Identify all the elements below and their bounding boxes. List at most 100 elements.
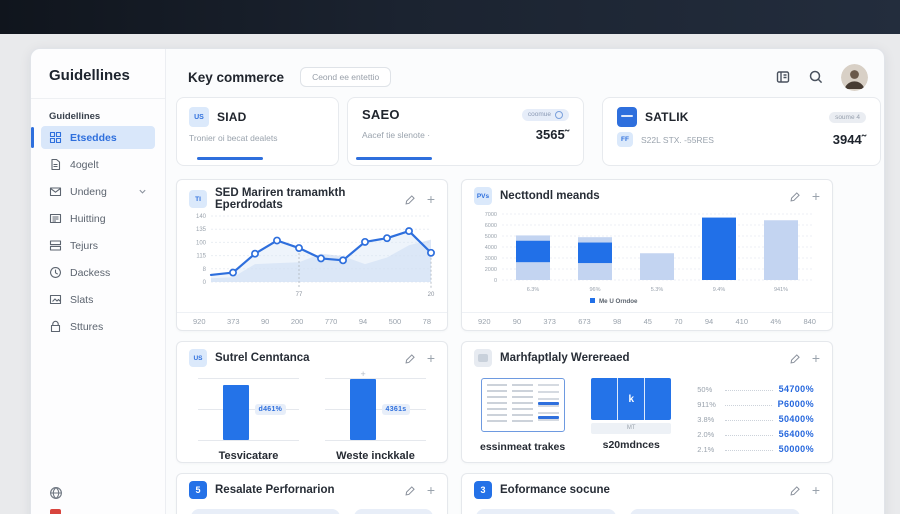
search-icon[interactable]: [808, 69, 824, 85]
header-action-button[interactable]: Ceond ee entettio: [300, 67, 392, 87]
add-icon[interactable]: +: [811, 350, 820, 366]
panel-chip-icon: US: [189, 349, 207, 367]
add-icon[interactable]: +: [426, 482, 435, 498]
edit-pencil-icon[interactable]: [405, 353, 416, 364]
edit-pencil-icon[interactable]: [405, 485, 416, 496]
sidebar-item-4ogelt[interactable]: 4ogelt: [41, 153, 155, 176]
stat-list-row: 2.0% 56400%: [697, 424, 814, 439]
plus-marker-icon: +: [360, 369, 366, 379]
sidebar-item-tejurs[interactable]: Tejurs: [41, 234, 155, 257]
x-axis-ticks: 920 373 90 200 770 94 500 78: [177, 312, 447, 330]
block-caption: MT: [591, 423, 672, 434]
x-tick: 673: [578, 317, 591, 326]
mini-chart-column: + 4361s Weste inckkale: [312, 369, 439, 462]
panel-chip-icon: 3: [474, 481, 492, 499]
thumb-highlight-column: [537, 384, 559, 426]
mini-bar-charts: d461% Tesvicatare + 4361s Weste inckkale: [177, 369, 447, 462]
panels-grid: TI SED Mariren tramamkth Eperdrodats + 1…: [176, 179, 833, 514]
edit-pencil-icon[interactable]: [790, 353, 801, 364]
add-icon[interactable]: +: [426, 350, 435, 366]
svg-text:8: 8: [203, 267, 207, 273]
block-segment: k: [618, 378, 646, 420]
card-icon: [49, 212, 62, 225]
alert-icon[interactable]: [50, 509, 61, 514]
stat-list-row: 50% 54700%: [697, 379, 814, 394]
toggle-icon: [555, 110, 563, 119]
edit-pencil-icon[interactable]: [405, 194, 416, 205]
panel-chip-icon: PVs: [474, 187, 492, 205]
x-tick: 770: [324, 317, 338, 326]
sidebar-title: Guidellines: [49, 67, 130, 84]
sidebar-item-sttures[interactable]: Sttures: [41, 315, 155, 338]
x-tick: 78: [422, 317, 431, 326]
panel-list-icon[interactable]: [775, 69, 791, 85]
globe-icon[interactable]: [49, 486, 63, 500]
page-header: Key commerce Ceond ee entettio: [188, 61, 868, 93]
svg-text:6.3%: 6.3%: [527, 287, 540, 293]
top-bar: [0, 0, 900, 34]
x-tick: 200: [290, 317, 304, 326]
status-badge[interactable]: coomue: [521, 108, 569, 121]
stat-list-row: 3.8% 50400%: [697, 409, 814, 424]
mini-chart-column: d461% Tesvicatare: [185, 372, 312, 462]
stat-value: P6000%: [777, 399, 814, 409]
svg-text:0: 0: [203, 280, 207, 286]
value-tag: 4361s: [381, 404, 411, 415]
stat-card-title: SATLIK: [645, 110, 689, 124]
panel-title: SED Mariren tramamkth Eperdrodats: [215, 187, 346, 211]
sidebar-item-undeng[interactable]: Undeng: [41, 180, 155, 203]
placeholder-pill: [630, 509, 800, 514]
panel-title: Necttondl meands: [500, 190, 600, 202]
block-segment: [591, 378, 619, 420]
x-tick: 94: [704, 317, 714, 326]
avatar[interactable]: [841, 63, 868, 91]
stats-list: 50% 54700% 911% P6000% 3.8% 50400% 2.0% 564…: [697, 378, 814, 454]
svg-text:2000: 2000: [485, 267, 497, 273]
placeholder-pill: [191, 509, 340, 514]
badge-label: coomue: [527, 111, 551, 118]
progress-underline: [197, 157, 263, 160]
block-segment: [645, 378, 671, 420]
add-icon[interactable]: +: [811, 188, 820, 204]
svg-text:77: 77: [296, 292, 303, 298]
sidebar-item-slats[interactable]: Slats: [41, 288, 155, 311]
gridline: [197, 440, 300, 441]
document-preview: [480, 378, 565, 432]
image-icon: [49, 293, 62, 306]
lock-icon: [49, 320, 62, 333]
stat-key: 2.0%: [697, 430, 715, 439]
x-tick: 920: [193, 317, 206, 326]
x-tick: 94: [358, 317, 368, 326]
content-placeholders: [177, 504, 447, 514]
sidebar-item-huitting[interactable]: Huitting: [41, 207, 155, 230]
stat-value: 54700%: [778, 384, 814, 394]
sidebar: Guidellines Guidellines Etseddes 4ogelt …: [31, 49, 166, 514]
stat-card-subtitle: S22L STX. -55RES: [641, 134, 714, 145]
stat-card-value: 3565˜: [535, 127, 569, 142]
panel-title: Sutrel Cenntanca: [215, 352, 310, 364]
stat-list-row: 2.1% 50000%: [697, 439, 814, 454]
panel-title: Eoformance socune: [500, 484, 610, 496]
sidebar-item-label: 4ogelt: [70, 158, 99, 171]
stat-card-subtitle: Tronier oi becat dealets: [189, 133, 278, 143]
sidebar-item-dackess[interactable]: Dackess: [41, 261, 155, 284]
edit-pencil-icon[interactable]: [790, 485, 801, 496]
gridline: [197, 378, 300, 379]
add-icon[interactable]: +: [811, 482, 820, 498]
stat-value: 50000%: [778, 444, 814, 454]
file-icon: [49, 158, 62, 171]
gridline: [324, 440, 427, 441]
dotted-leader: [725, 450, 773, 451]
thumbnail-label: essinmeat trakes: [480, 441, 566, 453]
x-tick: 70: [674, 317, 683, 326]
page-title: Key commerce: [188, 69, 285, 85]
sidebar-item-etseddes[interactable]: Etseddes: [31, 126, 155, 149]
bar: [222, 385, 249, 440]
block-label: s20mdnces: [602, 439, 660, 451]
status-badge[interactable]: soume 4: [829, 111, 866, 123]
header-icons: [775, 63, 868, 91]
main-content: Key commerce Ceond ee entettio: [166, 49, 884, 514]
bar-chart: 7000 6000 5000 4000 3000 2000 0 6.3% 96% 5.3% 9.4%…: [485, 212, 812, 305]
edit-pencil-icon[interactable]: [790, 191, 801, 202]
add-icon[interactable]: +: [426, 191, 435, 207]
